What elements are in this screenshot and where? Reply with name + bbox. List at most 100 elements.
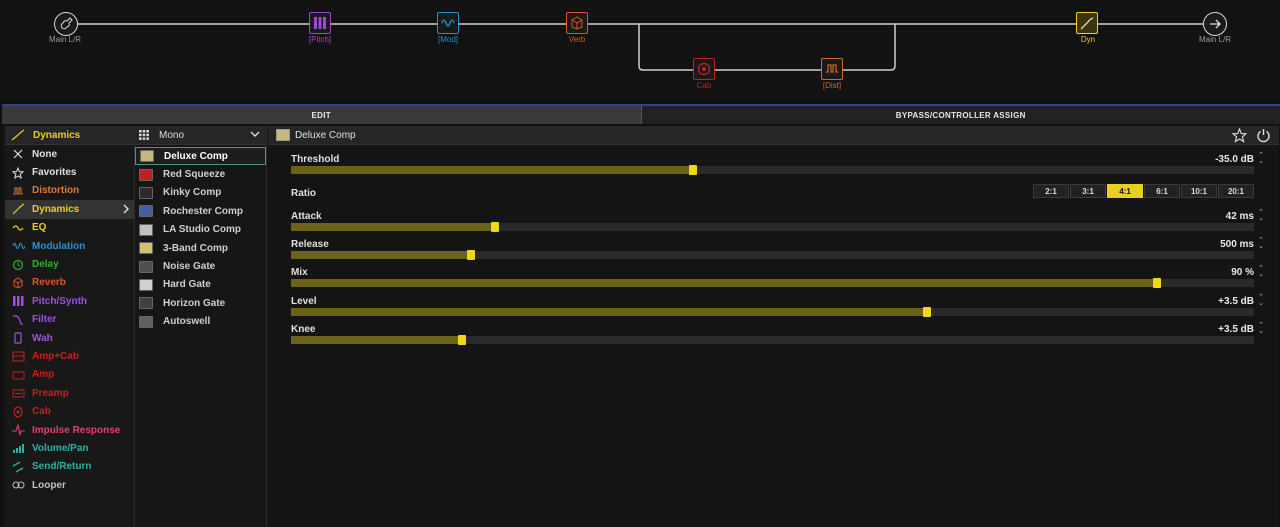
slider-thumb[interactable] — [689, 165, 697, 175]
slider-thumb[interactable] — [923, 307, 931, 317]
category-label: Distortion — [32, 185, 80, 197]
slider-fill — [291, 223, 495, 231]
tab-bar: EDIT BYPASS/CONTROLLER ASSIGN — [2, 104, 1280, 124]
ratio-option[interactable]: 3:1 — [1070, 184, 1106, 198]
model-item-kinky-comp[interactable]: Kinky Comp — [135, 184, 266, 202]
input-node[interactable] — [54, 12, 78, 36]
category-item-volume-pan[interactable]: Volume/Pan — [5, 439, 134, 457]
chain-block-dyn[interactable] — [1076, 12, 1100, 36]
param-value: 500 ms — [1220, 239, 1254, 250]
category-label: Amp+Cab — [32, 350, 79, 362]
ratio-option[interactable]: 6:1 — [1144, 184, 1180, 198]
dynamics-icon — [11, 203, 25, 215]
category-header[interactable]: Dynamics — [5, 126, 134, 145]
model-thumbnail-icon — [140, 150, 154, 163]
slider-thumb[interactable] — [458, 335, 466, 345]
stepper-icon[interactable]: ⌃ ⌄ — [1258, 237, 1264, 250]
amp-cab-icon — [11, 350, 25, 362]
category-item-looper[interactable]: Looper — [5, 476, 134, 494]
star-icon[interactable] — [1231, 127, 1248, 146]
chain-block-cab[interactable] — [693, 58, 717, 82]
model-thumbnail-icon — [139, 168, 153, 181]
amp-icon — [11, 369, 25, 381]
preamp-icon — [11, 387, 25, 399]
model-item-hard-gate[interactable]: Hard Gate — [135, 276, 266, 294]
category-panel: Dynamics None Favorites Distortion Dynamics… — [5, 126, 135, 527]
chain-label-dist: [Dist] — [822, 81, 842, 90]
stepper-icon[interactable]: ⌃ ⌄ — [1258, 152, 1264, 165]
output-node[interactable] — [1203, 12, 1227, 36]
slider-track[interactable] — [291, 250, 1254, 260]
category-label: Cab — [32, 406, 51, 418]
ratio-option[interactable]: 2:1 — [1033, 184, 1069, 198]
model-item-3-band-comp[interactable]: 3-Band Comp — [135, 239, 266, 257]
category-label: Filter — [32, 314, 57, 326]
slider-thumb[interactable] — [1153, 278, 1161, 288]
category-item-wah[interactable]: Wah — [5, 329, 134, 347]
param-header-title: Deluxe Comp — [295, 129, 356, 141]
category-item-pitch-synth[interactable]: Pitch/Synth — [5, 292, 134, 310]
slider-fill — [291, 336, 462, 344]
category-item-amp[interactable]: Amp — [5, 366, 134, 384]
model-thumbnail-icon — [139, 186, 153, 199]
ratio-option[interactable]: 4:1 — [1107, 184, 1143, 198]
chain-block-verb[interactable] — [566, 12, 590, 36]
model-item-red-squeeze[interactable]: Red Squeeze — [135, 165, 266, 183]
slider-track[interactable] — [291, 307, 1254, 317]
chain-block-pitch[interactable] — [309, 12, 333, 36]
category-item-favorites[interactable]: Favorites — [5, 163, 134, 181]
model-item-noise-gate[interactable]: Noise Gate — [135, 257, 266, 275]
category-item-none[interactable]: None — [5, 145, 134, 163]
model-type-dropdown[interactable]: Mono — [135, 126, 266, 145]
model-label: Hard Gate — [163, 279, 211, 291]
model-thumbnail-icon — [139, 315, 153, 328]
ratio-option[interactable]: 10:1 — [1181, 184, 1217, 198]
category-item-reverb[interactable]: Reverb — [5, 274, 134, 292]
category-item-cab[interactable]: Cab — [5, 402, 134, 420]
slider-track[interactable] — [291, 335, 1254, 345]
category-item-preamp[interactable]: Preamp — [5, 384, 134, 402]
param-name: Level — [291, 296, 317, 307]
stepper-icon[interactable]: ⌃ ⌄ — [1258, 294, 1264, 307]
model-item-autoswell[interactable]: Autoswell — [135, 313, 266, 331]
chain-block-mod[interactable] — [437, 12, 461, 36]
param-value: +3.5 dB — [1218, 324, 1254, 335]
arrow-right-icon — [1203, 12, 1227, 36]
stepper-icon[interactable]: ⌃ ⌄ — [1258, 209, 1264, 222]
category-item-delay[interactable]: Delay — [5, 255, 134, 273]
slider-track[interactable] — [291, 222, 1254, 232]
category-item-modulation[interactable]: Modulation — [5, 237, 134, 255]
model-item-deluxe-comp[interactable]: Deluxe Comp — [135, 147, 266, 166]
chain-label-dyn: Dyn — [1080, 35, 1096, 44]
model-label: Horizon Gate — [163, 297, 226, 309]
ratio-option[interactable]: 20:1 — [1218, 184, 1254, 198]
category-item-dynamics[interactable]: Dynamics — [5, 200, 134, 219]
model-item-rochester-comp[interactable]: Rochester Comp — [135, 202, 266, 220]
param-name: Attack — [291, 211, 322, 222]
x-icon — [11, 148, 25, 160]
stepper-icon[interactable]: ⌃ ⌄ — [1258, 265, 1264, 278]
slider-thumb[interactable] — [467, 250, 475, 260]
slider-track[interactable] — [291, 165, 1254, 175]
slider-fill — [291, 166, 693, 174]
tab-edit[interactable]: EDIT — [2, 106, 641, 124]
category-label: EQ — [32, 222, 47, 234]
tab-bypass-controller-assign[interactable]: BYPASS/CONTROLLER ASSIGN — [640, 106, 1280, 124]
category-item-impulse-response[interactable]: Impulse Response — [5, 421, 134, 439]
power-icon[interactable] — [1256, 128, 1271, 146]
category-item-distortion[interactable]: Distortion — [5, 182, 134, 200]
slider-track[interactable] — [291, 278, 1254, 288]
category-label: None — [32, 148, 57, 160]
param-value: +3.5 dB — [1218, 296, 1254, 307]
pitch-icon — [309, 12, 331, 34]
category-item-send-return[interactable]: Send/Return — [5, 458, 134, 476]
stepper-icon[interactable]: ⌃ ⌄ — [1258, 322, 1264, 335]
model-item-la-studio-comp[interactable]: LA Studio Comp — [135, 221, 266, 239]
slider-thumb[interactable] — [491, 222, 499, 232]
chain-block-dist[interactable] — [821, 58, 845, 82]
looper-icon — [11, 479, 25, 491]
category-item-amp-cab[interactable]: Amp+Cab — [5, 347, 134, 365]
category-item-filter[interactable]: Filter — [5, 311, 134, 329]
model-item-horizon-gate[interactable]: Horizon Gate — [135, 294, 266, 312]
category-item-eq[interactable]: EQ — [5, 219, 134, 237]
